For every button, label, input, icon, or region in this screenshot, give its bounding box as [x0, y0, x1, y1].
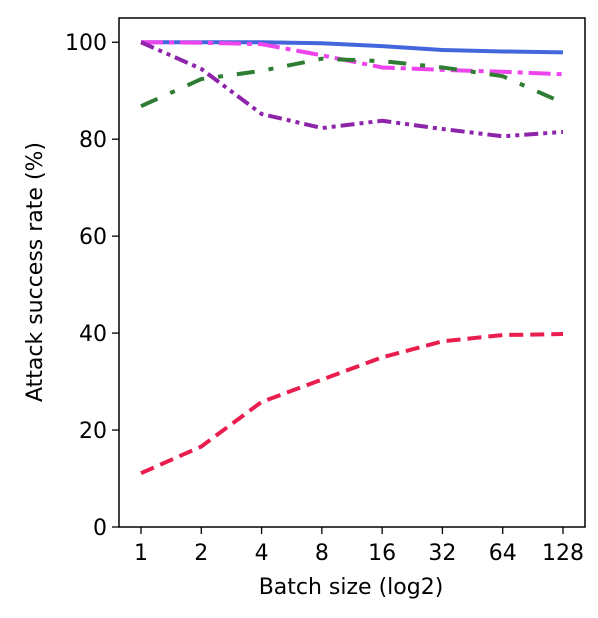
y-tick-label: 40 [79, 322, 107, 347]
y-tick-label: 20 [79, 419, 107, 444]
y-tick-label: 60 [79, 225, 107, 250]
x-tick-label: 16 [368, 541, 396, 566]
y-tick-label: 100 [65, 31, 107, 56]
x-tick-label: 64 [489, 541, 517, 566]
x-tick-label: 4 [255, 541, 269, 566]
series-line-5 [140, 332, 564, 476]
x-axis: 1 2 4 8 16 32 64 128 [134, 527, 584, 566]
x-axis-title: Batch size (log2) [259, 575, 444, 600]
y-axis: 0 20 40 60 80 100 [65, 31, 119, 541]
y-axis-title: Attack success rate (%) [23, 142, 48, 402]
plot-lines [140, 40, 564, 476]
x-tick-label: 128 [542, 541, 584, 566]
x-tick-label: 8 [315, 541, 329, 566]
x-tick-label: 1 [134, 541, 148, 566]
x-tick-label: 32 [428, 541, 456, 566]
y-tick-label: 80 [79, 128, 107, 153]
series-line-1 [141, 40, 564, 55]
series-line-3 [140, 56, 564, 109]
plot-frame [118, 17, 586, 528]
x-tick-label: 2 [194, 541, 208, 566]
y-tick-label: 0 [93, 516, 107, 541]
series-line-4 [140, 40, 564, 139]
